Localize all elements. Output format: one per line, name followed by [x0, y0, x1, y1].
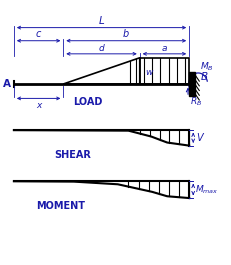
Text: w: w	[145, 68, 153, 77]
Text: A: A	[3, 79, 11, 89]
Text: MOMENT: MOMENT	[36, 201, 86, 211]
Text: b: b	[123, 29, 129, 39]
Text: B: B	[201, 72, 207, 82]
Text: SHEAR: SHEAR	[54, 149, 91, 160]
Text: $M_{max}$: $M_{max}$	[195, 183, 219, 196]
Text: d: d	[99, 44, 104, 53]
Text: $M_B$: $M_B$	[201, 61, 214, 73]
Text: V: V	[196, 133, 203, 143]
Text: L: L	[99, 16, 104, 26]
Polygon shape	[189, 72, 195, 96]
Text: LOAD: LOAD	[73, 96, 103, 107]
Text: $R_B$: $R_B$	[190, 96, 203, 108]
Text: a: a	[162, 44, 167, 53]
Text: c: c	[36, 29, 41, 39]
Text: x: x	[36, 100, 41, 109]
